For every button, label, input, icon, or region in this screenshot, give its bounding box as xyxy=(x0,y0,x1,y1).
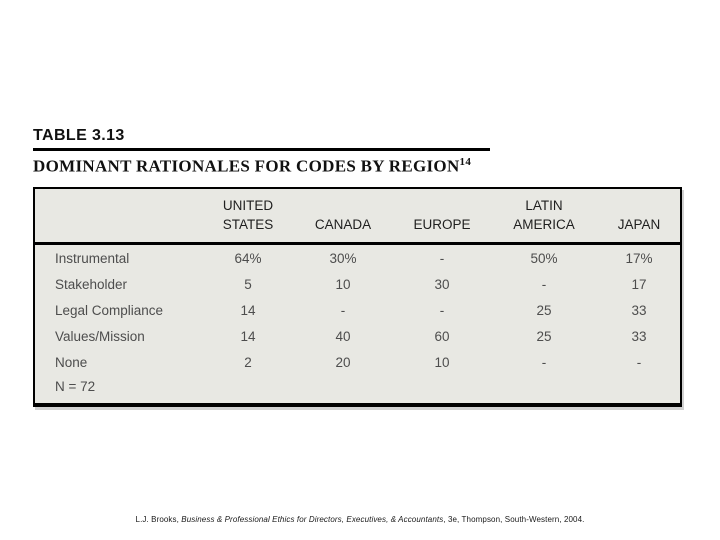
cell-value: - xyxy=(541,276,547,292)
title-underline xyxy=(33,148,490,151)
table-row: Instrumental 64% 30% - 50% 17% xyxy=(34,243,681,271)
cell-value: 17 xyxy=(631,276,647,292)
cell-value: 17% xyxy=(625,250,653,266)
row-label-stakeholder: Stakeholder xyxy=(55,276,128,292)
cell-value: 25 xyxy=(536,328,552,344)
column-header-japan: JAPAN xyxy=(598,188,681,245)
rationales-table: UNITED STATES CANADA EUROPE LATIN AMERIC… xyxy=(33,187,682,407)
cell-value: 33 xyxy=(631,302,647,318)
table-row: Values/Mission 14 40 60 25 33 xyxy=(34,323,681,349)
cell-value: - xyxy=(636,354,642,370)
cell-value: - xyxy=(541,354,547,370)
column-header-blank xyxy=(34,188,204,245)
row-label-instrumental: Instrumental xyxy=(55,250,130,266)
column-header-canada: CANADA xyxy=(292,188,394,245)
source-citation: L.J. Brooks, Business & Professional Eth… xyxy=(0,515,720,524)
cell-value: 25 xyxy=(536,302,552,318)
cell-value: 64% xyxy=(234,250,262,266)
cell-value: 30 xyxy=(434,276,450,292)
citation-edition-publisher: , 3e, Thompson, South-Western, 2004. xyxy=(443,515,585,524)
table-row: Legal Compliance 14 - - 25 33 xyxy=(34,297,681,323)
citation-author: L.J. Brooks, xyxy=(135,515,182,524)
row-label-legal-compliance: Legal Compliance xyxy=(55,302,164,318)
cell-value: 5 xyxy=(244,276,252,292)
subtitle-footnote-ref: 14 xyxy=(459,156,472,168)
row-label-none: None xyxy=(55,354,88,370)
cell-value: 10 xyxy=(434,354,450,370)
cell-value: 40 xyxy=(335,328,351,344)
cell-value: 2 xyxy=(244,354,252,370)
title-block: TABLE 3.13 DOMINANT RATIONALES FOR CODES… xyxy=(33,127,493,177)
table-header-row: UNITED STATES CANADA EUROPE LATIN AMERIC… xyxy=(34,188,681,245)
column-header-united-states: UNITED STATES xyxy=(204,188,292,245)
cell-value: 50% xyxy=(530,250,558,266)
cell-value: 20 xyxy=(335,354,351,370)
cell-value: 30% xyxy=(329,250,357,266)
table-row: Stakeholder 5 10 30 - 17 xyxy=(34,271,681,297)
cell-value: - xyxy=(340,302,346,318)
table-number-heading: TABLE 3.13 xyxy=(33,127,125,144)
cell-value: 14 xyxy=(240,302,256,318)
rationales-table-container: UNITED STATES CANADA EUROPE LATIN AMERIC… xyxy=(33,187,682,407)
column-header-europe: EUROPE xyxy=(394,188,490,245)
cell-value: 14 xyxy=(240,328,256,344)
cell-value: 60 xyxy=(434,328,450,344)
cell-value: - xyxy=(439,250,445,266)
column-header-latin-america: LATIN AMERICA xyxy=(490,188,598,245)
row-label-values-mission: Values/Mission xyxy=(55,328,145,344)
cell-value: 10 xyxy=(335,276,351,292)
cell-value: - xyxy=(439,302,445,318)
table-row: None 2 20 10 - - xyxy=(34,349,681,375)
sample-size-row: N = 72 xyxy=(34,375,681,405)
slide-subtitle: DOMINANT RATIONALES FOR CODES BY REGION1… xyxy=(33,156,493,177)
citation-book-title: Business & Professional Ethics for Direc… xyxy=(181,515,444,524)
sample-size-note: N = 72 xyxy=(55,378,96,394)
subtitle-text: DOMINANT RATIONALES FOR CODES BY REGION xyxy=(33,156,460,176)
cell-value: 33 xyxy=(631,328,647,344)
